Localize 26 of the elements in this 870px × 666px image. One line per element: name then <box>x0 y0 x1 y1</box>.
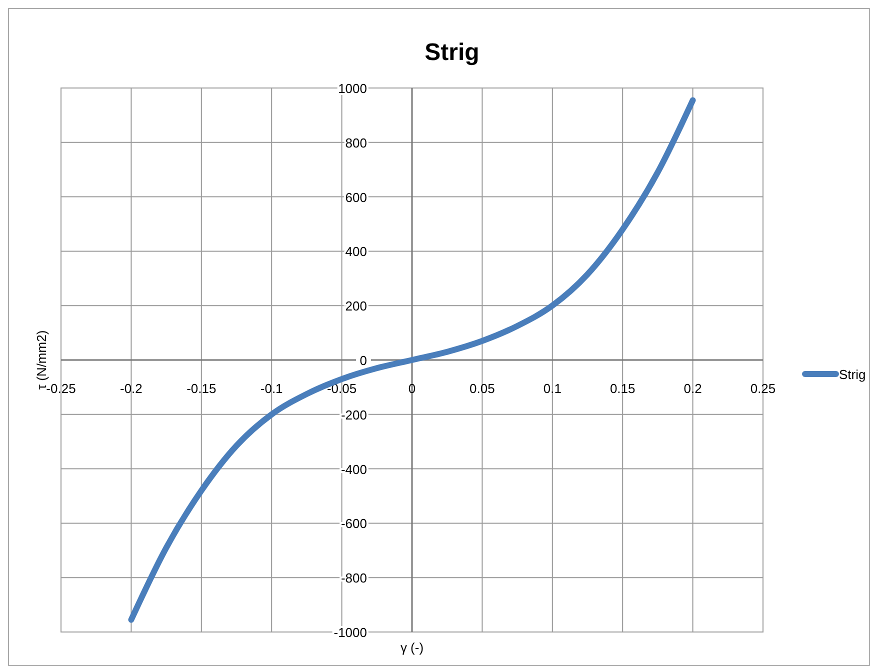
x-tick-label: 0.05 <box>470 381 495 396</box>
y-tick-label: -400 <box>340 462 367 477</box>
x-tick-label: 0.2 <box>684 381 702 396</box>
y-tick-label: 0 <box>360 353 367 368</box>
y-tick-label: -200 <box>340 407 367 422</box>
x-tick-label: -0.25 <box>46 381 76 396</box>
y-tick-label: -600 <box>340 516 367 532</box>
y-tick-label: -1000 <box>334 625 367 640</box>
y-tick-label: 1000 <box>338 81 367 96</box>
x-tick-label: -0.15 <box>186 381 216 396</box>
y-tick-label: 600 <box>345 190 367 205</box>
y-tick-label: -800 <box>340 570 367 586</box>
y-tick-label: 800 <box>345 135 367 150</box>
chart-title: Strig <box>424 39 480 66</box>
x-tick-label: -0.05 <box>326 381 357 396</box>
y-tick-label: 400 <box>345 244 367 260</box>
y-tick-label: 200 <box>345 298 367 314</box>
x-tick-label: -0.2 <box>120 381 142 396</box>
legend-label: Strig <box>839 367 866 382</box>
y-axis-title: τ (N/mm2) <box>34 330 49 390</box>
x-axis-title: γ (-) <box>400 640 424 655</box>
x-tick-label: 0.25 <box>750 381 776 396</box>
x-tick-label: 0 <box>408 381 416 396</box>
x-tick-label: 0.1 <box>543 381 562 396</box>
x-tick-label: 0.15 <box>610 381 636 396</box>
x-tick-label: -0.1 <box>260 381 283 396</box>
